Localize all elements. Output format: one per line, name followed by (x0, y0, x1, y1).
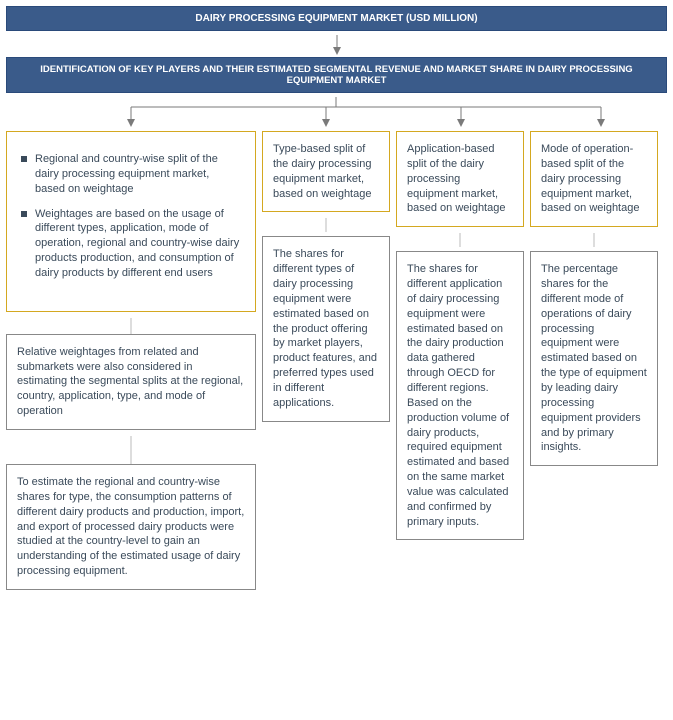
type-body-text: The shares for different types of dairy … (273, 248, 377, 408)
subtitle-text: IDENTIFICATION OF KEY PLAYERS AND THEIR … (40, 64, 632, 86)
mode-top-text: Mode of operation-based split of the dai… (541, 143, 639, 214)
branch-connector-svg (6, 97, 667, 127)
app-body-text: The shares for different application of … (407, 263, 509, 527)
left-bullets: Regional and country-wise split of the d… (21, 152, 241, 281)
type-top-text: Type-based split of the dairy processing… (273, 143, 371, 200)
type-connector (262, 218, 390, 232)
mode-body-text: The percentage shares for the different … (541, 263, 647, 453)
col-left: Regional and country-wise split of the d… (6, 131, 256, 596)
app-body-box: The shares for different application of … (396, 251, 524, 540)
left-bullet-1: Regional and country-wise split of the d… (21, 152, 241, 197)
left-bottom-box: To estimate the regional and country-wis… (6, 464, 256, 590)
arrow-down-icon (327, 35, 347, 55)
arrow-connector-1 (6, 35, 667, 55)
subtitle-bar: IDENTIFICATION OF KEY PLAYERS AND THEIR … (6, 57, 667, 93)
title-bar: DAIRY PROCESSING EQUIPMENT MARKET (USD M… (6, 6, 667, 31)
app-top-box: Application-based split of the dairy pro… (396, 131, 524, 227)
mode-connector (530, 233, 658, 247)
branch-connector (6, 97, 667, 127)
app-top-text: Application-based split of the dairy pro… (407, 143, 505, 214)
mode-body-box: The percentage shares for the different … (530, 251, 658, 466)
left-mid-text: Relative weightages from related and sub… (17, 346, 243, 417)
left-gap-1 (6, 318, 256, 334)
col-application: Application-based split of the dairy pro… (396, 131, 524, 546)
type-body-box: The shares for different types of dairy … (262, 236, 390, 421)
left-bullet-2: Weightages are based on the usage of dif… (21, 207, 241, 281)
left-bottom-text: To estimate the regional and country-wis… (17, 476, 244, 577)
col-mode: Mode of operation-based split of the dai… (530, 131, 658, 472)
title-text: DAIRY PROCESSING EQUIPMENT MARKET (USD M… (195, 13, 477, 24)
mode-top-box: Mode of operation-based split of the dai… (530, 131, 658, 227)
col-type: Type-based split of the dairy processing… (262, 131, 390, 428)
app-connector (396, 233, 524, 247)
columns-container: Regional and country-wise split of the d… (6, 131, 667, 596)
type-top-box: Type-based split of the dairy processing… (262, 131, 390, 212)
left-top-box: Regional and country-wise split of the d… (6, 131, 256, 312)
left-gap-2 (6, 436, 256, 464)
left-mid-box: Relative weightages from related and sub… (6, 334, 256, 430)
